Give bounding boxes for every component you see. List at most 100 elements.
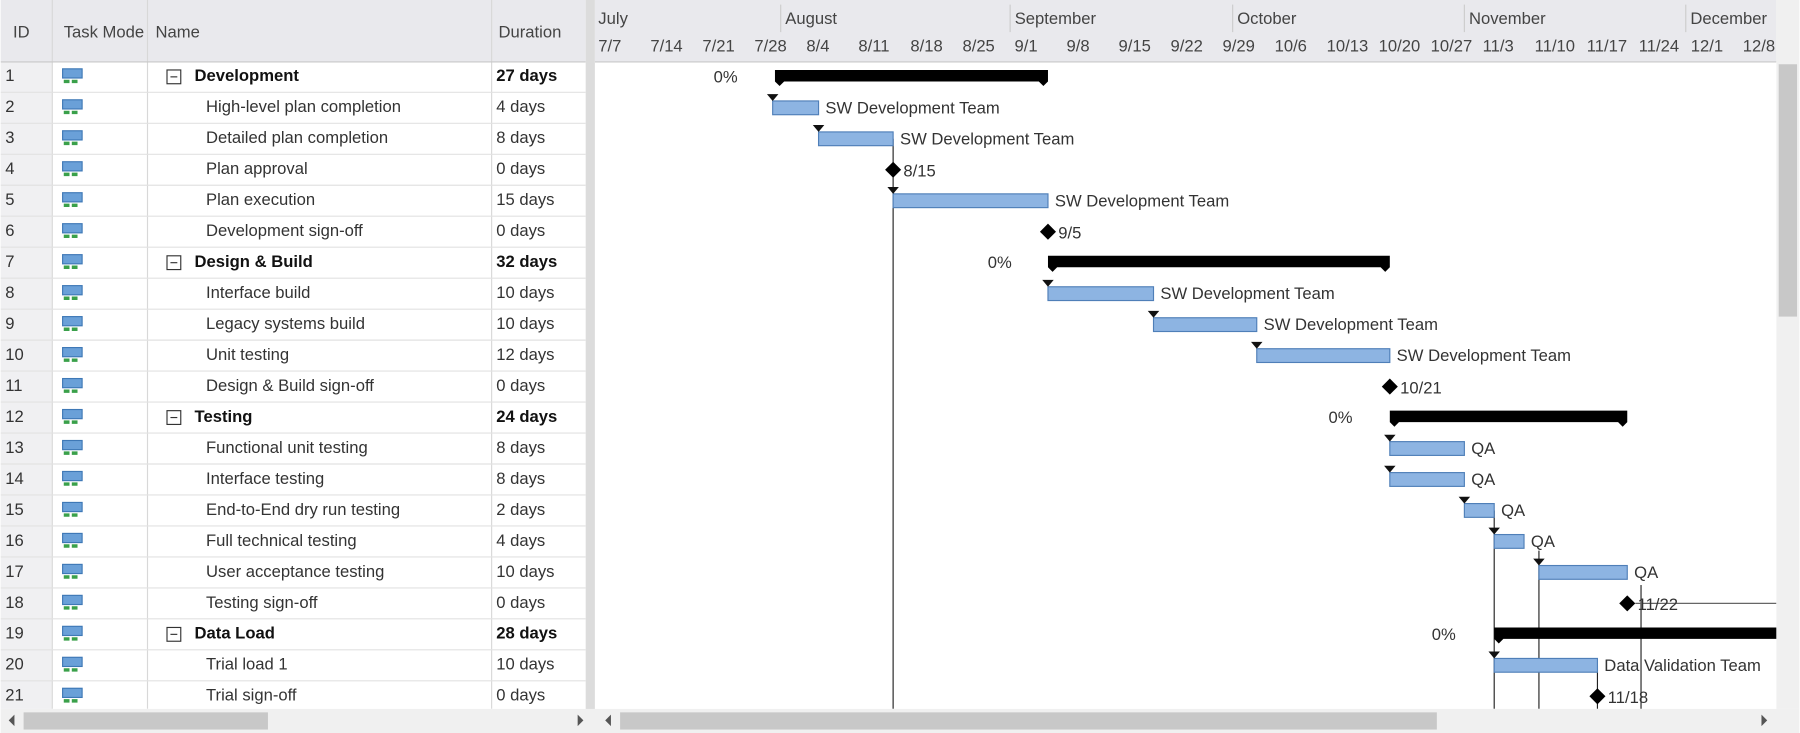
bar-label: SW Development Team — [1397, 346, 1571, 365]
task-name[interactable]: End-to-End dry run testing — [206, 500, 400, 519]
task-name[interactable]: Detailed plan completion — [206, 128, 388, 147]
task-id: 9 — [5, 314, 14, 333]
milestone[interactable] — [1039, 223, 1057, 240]
task-name[interactable]: Trial load 1 — [206, 655, 288, 674]
link-arrow — [1384, 465, 1396, 473]
task-id: 18 — [5, 593, 24, 612]
task-bar[interactable] — [892, 193, 1049, 209]
task-name[interactable]: User acceptance testing — [206, 562, 384, 581]
task-mode-icon — [62, 254, 83, 265]
task-name[interactable]: Plan execution — [206, 190, 315, 209]
task-bar[interactable] — [1463, 503, 1495, 518]
task-id: 17 — [5, 562, 24, 581]
task-bar[interactable] — [772, 100, 820, 116]
task-id: 16 — [5, 531, 24, 550]
task-mode-icon — [62, 439, 83, 451]
milestone[interactable] — [885, 161, 902, 178]
task-bar[interactable] — [1389, 441, 1465, 456]
timescale-header — [594, 0, 1777, 62]
bar-label: 11/18 — [1608, 688, 1648, 707]
task-name[interactable]: Interface build — [206, 283, 310, 302]
week-label: 11/3 — [1483, 36, 1514, 55]
task-duration: 32 days — [496, 252, 557, 271]
task-name[interactable]: Functional unit testing — [206, 438, 368, 457]
bar-label: 0% — [714, 67, 738, 86]
summary-bar — [1047, 255, 1390, 272]
task-duration: 10 days — [496, 283, 554, 302]
task-name[interactable]: Design & Build — [195, 252, 313, 271]
week-label: 11/10 — [1535, 36, 1575, 55]
week-label: 9/29 — [1223, 36, 1255, 55]
milestone[interactable] — [1381, 378, 1398, 395]
week-label: 8/4 — [806, 36, 829, 55]
task-name[interactable]: Data Load — [195, 624, 275, 643]
task-name[interactable]: Development — [195, 66, 300, 85]
task-name[interactable]: Testing sign-off — [206, 593, 318, 612]
task-mode-icon — [62, 408, 83, 420]
task-mode-icon — [62, 377, 83, 389]
week-label: 9/22 — [1171, 36, 1203, 55]
task-name[interactable]: Legacy systems build — [206, 314, 365, 333]
task-id: 1 — [5, 66, 14, 85]
week-label: 9/15 — [1119, 36, 1151, 55]
task-duration: 10 days — [496, 314, 554, 333]
task-mode-icon — [62, 532, 83, 544]
task-name[interactable]: Testing — [195, 407, 253, 426]
milestone[interactable] — [1619, 595, 1636, 612]
task-bar[interactable] — [1538, 564, 1628, 580]
gantt-scroll-thumb[interactable] — [620, 712, 1437, 730]
bar-label: 8/15 — [903, 161, 935, 180]
task-table: ID Task Mode Name Duration 1 Development 27 da… — [0, 0, 586, 709]
task-name[interactable]: Plan approval — [206, 159, 308, 178]
link-arrow — [887, 186, 899, 194]
task-id: 14 — [5, 469, 24, 488]
vertical-scroll-thumb[interactable] — [1778, 64, 1798, 317]
task-bar[interactable] — [1256, 348, 1391, 364]
task-bar[interactable] — [817, 131, 894, 147]
week-label: 7/7 — [598, 36, 621, 55]
task-bar[interactable] — [1152, 317, 1258, 333]
link-arrow — [812, 125, 825, 132]
bar-label: 11/22 — [1638, 595, 1678, 614]
task-bar[interactable] — [1493, 657, 1599, 673]
week-label: 10/6 — [1275, 36, 1307, 55]
task-name[interactable]: High-level plan completion — [206, 97, 401, 116]
task-id: 8 — [5, 283, 14, 302]
link-arrow — [766, 94, 779, 101]
bar-label: SW Development Team — [900, 129, 1074, 148]
task-name[interactable]: Development sign-off — [206, 221, 363, 240]
month-label: October — [1237, 9, 1297, 28]
bar-label: QA — [1531, 532, 1556, 551]
summary-bar — [774, 69, 1048, 87]
bar-label: QA — [1471, 470, 1496, 489]
task-mode-icon — [62, 223, 83, 234]
task-duration: 10 days — [496, 655, 554, 674]
task-name[interactable]: Unit testing — [206, 345, 289, 364]
task-mode-icon — [62, 625, 83, 637]
month-label: August — [785, 9, 837, 28]
link-arrow — [1488, 651, 1500, 659]
splitter[interactable] — [585, 0, 595, 733]
task-bar[interactable] — [1047, 286, 1155, 302]
milestone[interactable] — [1589, 688, 1606, 705]
task-duration: 10 days — [496, 562, 554, 581]
task-name[interactable]: Interface testing — [206, 469, 324, 488]
week-label: 7/14 — [650, 36, 682, 55]
task-bar[interactable] — [1389, 472, 1465, 487]
table-scroll-thumb[interactable] — [23, 712, 268, 730]
task-bar[interactable] — [1493, 533, 1525, 549]
task-duration: 2 days — [496, 500, 545, 519]
task-id: 13 — [5, 438, 24, 457]
task-duration: 8 days — [496, 469, 545, 488]
task-mode-icon — [62, 501, 83, 513]
task-duration: 12 days — [496, 345, 554, 364]
task-mode-icon — [62, 594, 83, 606]
id-column — [0, 61, 53, 709]
week-label: 11/17 — [1587, 36, 1627, 55]
task-name[interactable]: Trial sign-off — [206, 686, 297, 705]
task-duration: 28 days — [496, 624, 557, 643]
task-name[interactable]: Full technical testing — [206, 531, 357, 550]
bar-label: SW Development Team — [825, 98, 999, 117]
task-name[interactable]: Design & Build sign-off — [206, 376, 374, 395]
month-label: December — [1690, 9, 1767, 28]
